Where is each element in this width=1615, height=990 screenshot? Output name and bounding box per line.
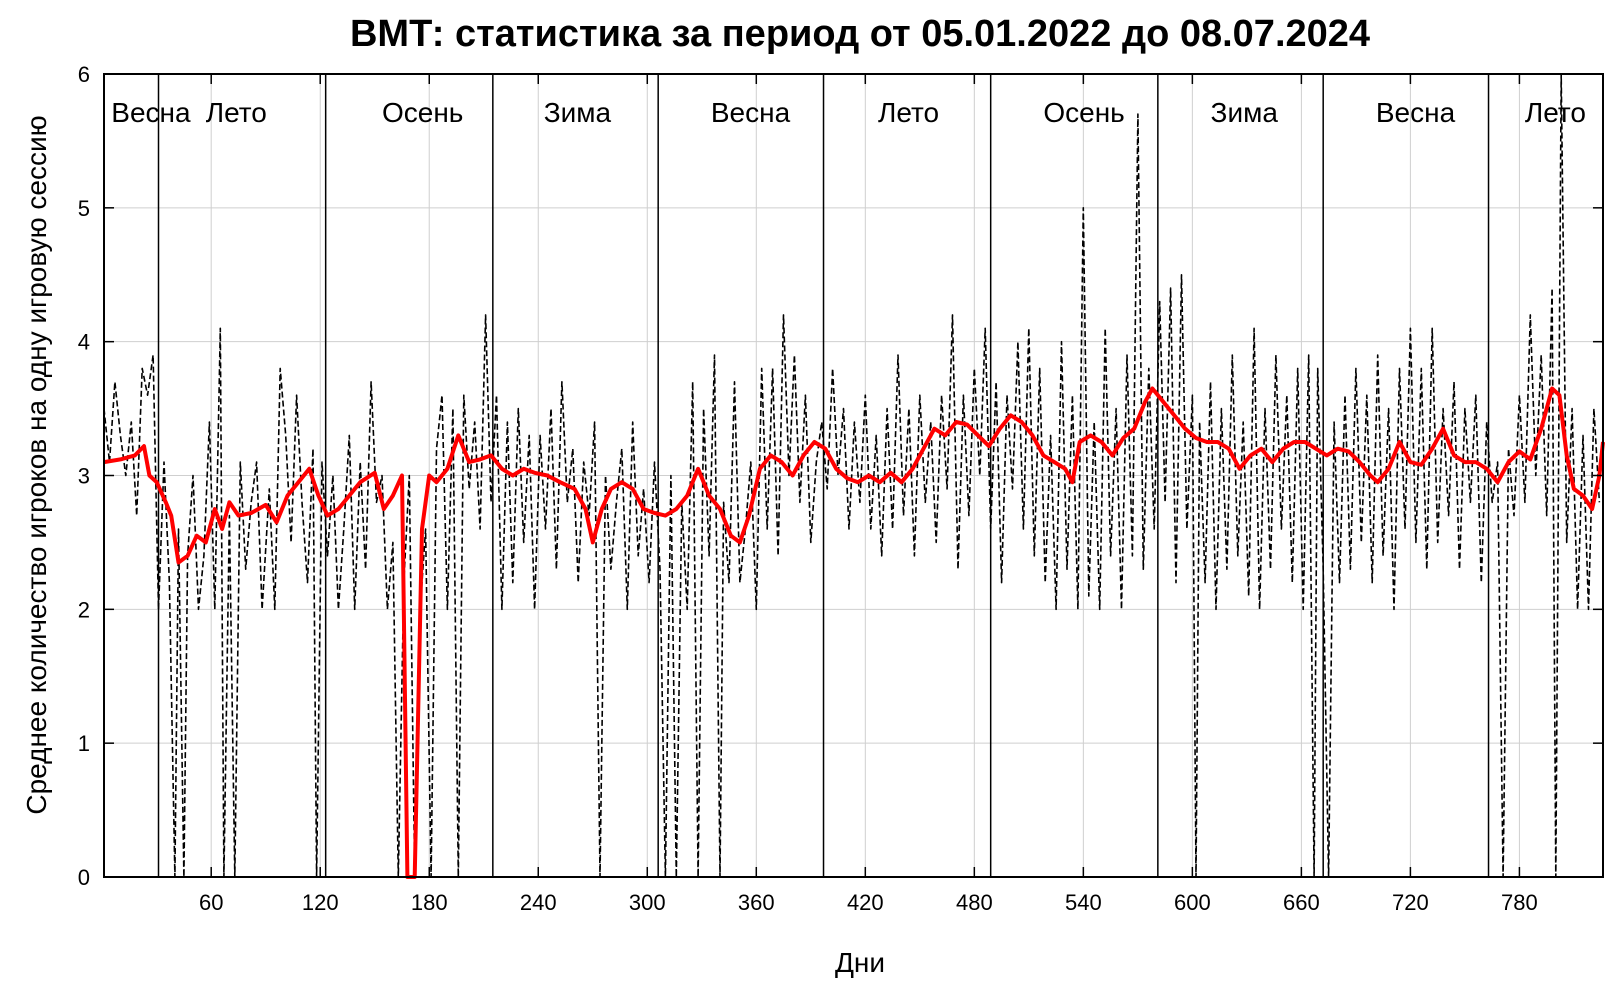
y-tick-label: 0 [78,865,90,890]
season-label: Весна [711,97,791,128]
season-boundaries [157,74,1490,877]
x-axis-ticks: 60 120 180 240 300 360 420 480 540 600 660 720 780 [199,74,1538,915]
season-label: Осень [1043,97,1124,128]
chart-title: ВМТ: статистика за период от 05.01.2022 … [350,13,1370,55]
x-tick-label: 540 [1065,890,1102,915]
smoothed-series-line [103,386,1605,879]
season-label: Лето [1525,97,1586,128]
y-axis-label: Среднее количество игроков на одну игров… [21,115,52,814]
season-label: Зима [544,97,612,128]
season-label: Весна [111,97,191,128]
season-label: Осень [382,97,463,128]
y-tick-label: 3 [78,464,90,489]
season-label: Лето [206,97,267,128]
daily-series-line [103,73,1601,878]
x-axis-label: Дни [835,947,885,978]
season-label: Зима [1211,97,1279,128]
series [103,73,1605,879]
y-tick-label: 1 [78,731,90,756]
x-tick-label: 660 [1283,890,1320,915]
season-labels: Весна Лето Осень Зима Весна Лето Осень Зима Весн… [111,97,1586,128]
x-tick-label: 300 [629,890,666,915]
x-tick-label: 60 [199,890,223,915]
grid [104,73,1603,878]
y-axis-ticks: 0 1 2 3 4 5 6 [78,62,1603,890]
x-tick-label: 720 [1392,890,1429,915]
season-label: Весна [1376,97,1456,128]
y-tick-label: 4 [78,330,90,355]
y-tick-label: 6 [78,62,90,87]
y-tick-label: 5 [78,196,90,221]
x-tick-label: 180 [411,890,448,915]
season-label: Лето [878,97,939,128]
x-tick-label: 120 [302,890,339,915]
x-tick-label: 780 [1501,890,1538,915]
y-tick-label: 2 [78,597,90,622]
x-tick-label: 600 [1174,890,1211,915]
x-tick-label: 240 [520,890,557,915]
x-tick-label: 480 [956,890,993,915]
x-tick-label: 420 [847,890,884,915]
x-tick-label: 360 [738,890,775,915]
